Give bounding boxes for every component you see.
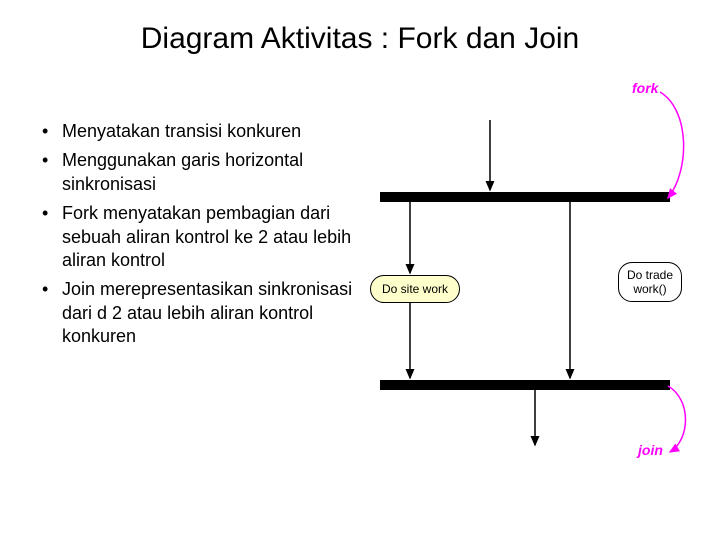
- diagram-svg: [370, 80, 710, 500]
- bullet-item: Fork menyatakan pembagian dari sebuah al…: [42, 202, 372, 272]
- slide: Diagram Aktivitas : Fork dan Join Menyat…: [0, 0, 720, 540]
- fork-join-diagram: fork join Do site work Do trade work(): [370, 80, 710, 500]
- bullet-list: Menyatakan transisi konkuren Menggunakan…: [42, 120, 372, 355]
- bullet-item: Menggunakan garis horizontal sinkronisas…: [42, 149, 372, 196]
- bullet-item: Menyatakan transisi konkuren: [42, 120, 372, 143]
- slide-title: Diagram Aktivitas : Fork dan Join: [0, 22, 720, 56]
- bullet-item: Join merepresentasikan sinkronisasi dari…: [42, 278, 372, 348]
